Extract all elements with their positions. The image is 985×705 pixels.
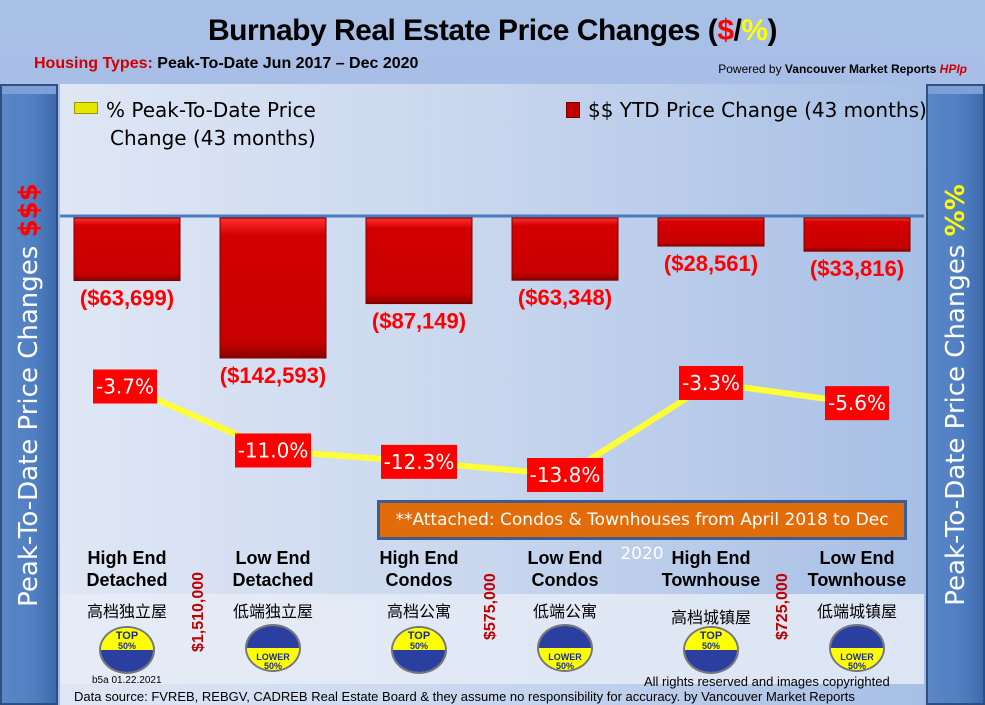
point-label-1: -11.0%: [238, 438, 309, 462]
bar-1: [219, 217, 327, 359]
legend-red-swatch-icon: [566, 102, 580, 118]
badge-line1: LOWER: [256, 652, 290, 662]
bar-label-4: ($28,561): [664, 251, 758, 276]
legend-yellow-swatch-icon: [74, 102, 98, 114]
price-threshold-2: $725,000: [774, 573, 791, 640]
top-50-badge-icon: TOP 50%: [391, 626, 447, 674]
bar-3: [511, 217, 619, 281]
category-line: High End: [87, 548, 167, 568]
category-label-1: Low End Detached: [203, 547, 343, 591]
point-label-3: -13.8%: [530, 463, 601, 487]
chart-subtitle: Housing Types: Peak-To-Date Jun 2017 – D…: [34, 55, 419, 72]
data-source: Data source: FVREB, REBGV, CADREB Real E…: [74, 689, 855, 704]
point-label-box-4: [679, 366, 743, 400]
bar-label-3: ($63,348): [518, 285, 612, 310]
bar-label-2: ($87,149): [372, 309, 466, 334]
bar-4: [657, 217, 765, 247]
category-label-5: Low End Townhouse: [787, 547, 927, 591]
point-label-box-2: [381, 444, 457, 479]
lower-50-badge-icon: LOWER 50%: [537, 624, 593, 672]
rights-notice: All rights reserved and images copyright…: [644, 674, 890, 689]
bar-label-5: ($33,816): [810, 256, 904, 281]
category-line: Low End: [235, 548, 311, 568]
version-label: b5a 01.22.2021: [92, 675, 162, 686]
point-label-5: -5.6%: [828, 391, 886, 415]
left-axis-panel: Peak-To-Date Price Changes $$$: [0, 84, 58, 705]
category-line: Detached: [86, 570, 168, 590]
category-band: [60, 594, 924, 684]
point-label-box-5: [825, 386, 889, 421]
category-line: Low End: [527, 548, 603, 568]
category-label-0: High End Detached: [57, 547, 197, 591]
point-label-box-3: [527, 458, 603, 492]
category-line: High End: [671, 548, 751, 568]
top-50-badge-icon: TOP 50%: [683, 626, 739, 674]
lower-50-badge-icon: LOWER 50%: [829, 624, 885, 672]
point-label-box-0: [93, 369, 157, 404]
badge-line1: LOWER: [548, 652, 582, 662]
category-line: Low End: [819, 548, 895, 568]
powered-by: Powered by Vancouver Market Reports HPIp: [718, 62, 967, 76]
badge-line1: LOWER: [840, 652, 874, 662]
category-line: Detached: [232, 570, 314, 590]
category-line: Condos: [385, 570, 453, 590]
bar-0: [73, 217, 181, 282]
chart-title: Burnaby Real Estate Price Changes ($/%): [207, 14, 778, 47]
badge-line1: TOP: [407, 630, 431, 642]
category-line: Condos: [531, 570, 599, 590]
bar-label-1: ($142,593): [220, 363, 326, 388]
badge-line2: 50%: [409, 641, 428, 651]
category-line: Townhouse: [807, 570, 907, 590]
badge-line2: 50%: [847, 661, 866, 671]
category-line: High End: [379, 548, 459, 568]
category-cn-label-0: 高档独立屋: [86, 602, 167, 621]
price-threshold-1: $575,000: [482, 573, 499, 640]
badge-line1: TOP: [115, 630, 139, 642]
point-label-2: -12.3%: [384, 450, 455, 474]
attached-note: **Attached: Condos & Townhouses from Apr…: [377, 500, 907, 564]
category-line: Townhouse: [661, 570, 761, 590]
bar-5: [803, 217, 911, 252]
bar-label-0: ($63,699): [80, 286, 174, 311]
badge-line2: 50%: [555, 661, 574, 671]
badge-line2: 50%: [117, 641, 136, 651]
category-label-4: High End Townhouse: [641, 547, 781, 591]
category-label-3: Low End Condos: [495, 547, 635, 591]
badge-line2: 50%: [263, 661, 282, 671]
point-label-0: -3.7%: [96, 375, 154, 399]
bar-2: [365, 217, 473, 305]
legend-percent: % Peak-To-Date Price Change (43 months): [74, 96, 316, 152]
category-cn-label-5: 低端城镇屋: [816, 602, 897, 621]
point-label-box-1: [235, 433, 311, 468]
badge-line2: 50%: [701, 641, 720, 651]
category-label-2: High End Condos: [349, 547, 489, 591]
point-label-4: -3.3%: [682, 371, 740, 395]
badge-line1: TOP: [699, 630, 723, 642]
category-cn-label-3: 低端公寓: [532, 602, 597, 621]
category-cn-label-4: 高档城镇屋: [670, 608, 751, 627]
lower-50-badge-icon: LOWER 50%: [245, 624, 301, 672]
right-axis-panel: Peak-To-Date Price Changes %%: [926, 84, 985, 705]
legend-dollar: $$ YTD Price Change (43 months): [566, 96, 927, 124]
category-cn-label-1: 低端独立屋: [232, 602, 313, 621]
top-50-badge-icon: TOP 50%: [99, 626, 155, 674]
category-cn-label-2: 高档公寓: [386, 602, 451, 621]
price-threshold-0: $1,510,000: [190, 571, 207, 652]
